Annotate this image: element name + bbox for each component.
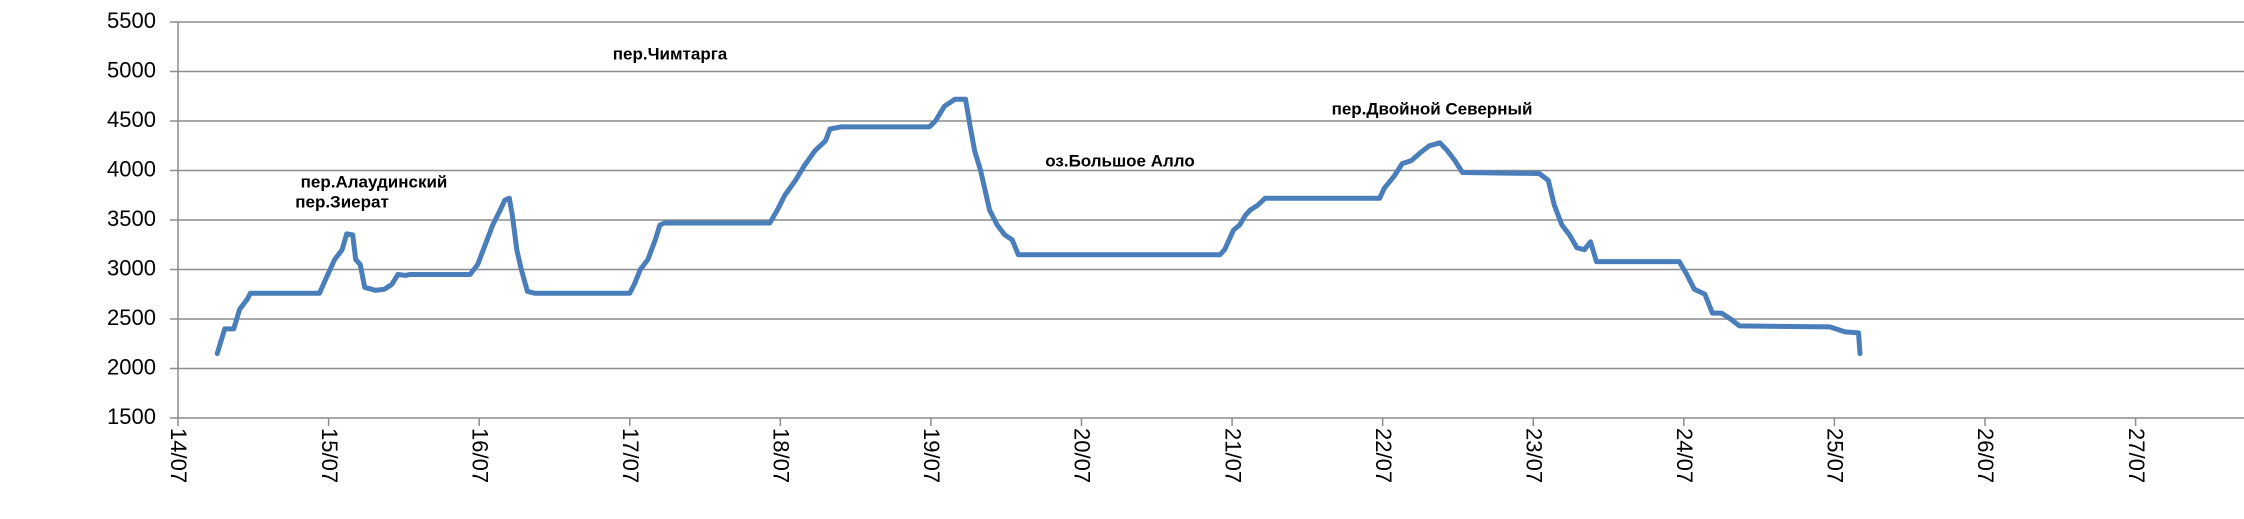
annotation: пер.Двойной Северный (1332, 99, 1533, 118)
x-tick-label: 14/07 (166, 428, 191, 483)
x-tick-label: 27/07 (2124, 428, 2149, 483)
y-tick-label: 2000 (107, 354, 156, 379)
x-tick-label: 20/07 (1070, 428, 1095, 483)
y-tick-label: 1500 (107, 404, 156, 429)
y-tick-label: 3000 (107, 255, 156, 280)
x-tick-label: 17/07 (618, 428, 643, 483)
x-tick-label: 16/07 (467, 428, 492, 483)
x-tick-label: 23/07 (1521, 428, 1546, 483)
x-tick-label: 22/07 (1371, 428, 1396, 483)
x-tick-label: 18/07 (769, 428, 794, 483)
y-tick-label: 3500 (107, 206, 156, 231)
y-tick-label: 5000 (107, 57, 156, 82)
y-tick-label: 5500 (107, 8, 156, 33)
y-tick-label: 4000 (107, 156, 156, 181)
annotation: пер.Алаудинский (301, 172, 448, 191)
x-tick-label: 26/07 (1973, 428, 1998, 483)
x-tick-label: 21/07 (1220, 428, 1245, 483)
line (214, 96, 1863, 357)
annotation: пер.Зиерат (295, 192, 389, 211)
annotation: пер.Чимтарга (613, 44, 728, 63)
annotation: оз.Большое Алло (1045, 151, 1195, 170)
x-tick-label: 19/07 (919, 428, 944, 483)
x-tick-label: 24/07 (1672, 428, 1697, 483)
y-tick-label: 4500 (107, 107, 156, 132)
y-tick-label: 2500 (107, 305, 156, 330)
x-tick-label: 25/07 (1823, 428, 1848, 483)
x-tick-label: 15/07 (317, 428, 342, 483)
